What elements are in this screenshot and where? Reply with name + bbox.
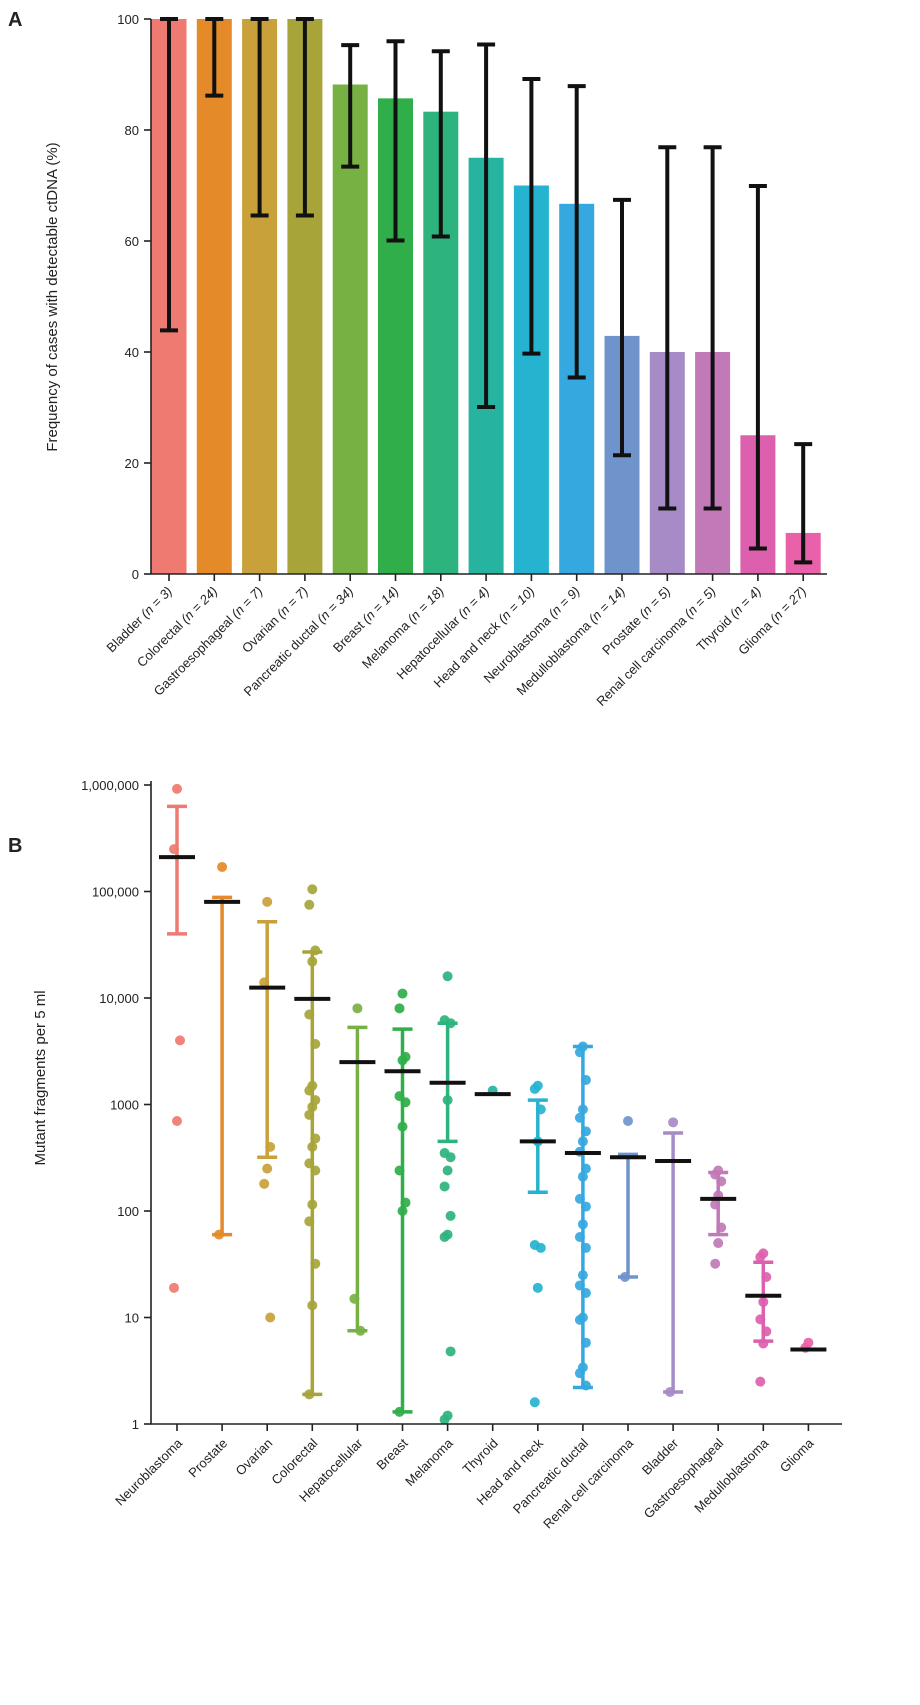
panel-b-y-axis-title: Mutant fragments per 5 ml <box>32 990 49 1165</box>
category-label-melanoma: Melanoma (n = 18) <box>359 584 447 672</box>
category-label-melanoma: Melanoma <box>402 1435 456 1489</box>
y-tick-label-1: 10 <box>125 1311 139 1326</box>
point-bladder-0 <box>668 1117 679 1128</box>
panel-b-error-bars <box>167 804 819 1414</box>
point-ovarian-3 <box>262 1163 273 1174</box>
point-colorectal-1 <box>304 899 315 910</box>
panel-a-letter: A <box>8 9 22 31</box>
y-tick-label-20: 20 <box>125 456 139 471</box>
point-neuroblastoma-3 <box>172 1115 182 1126</box>
point-melanoma-13 <box>439 1414 450 1425</box>
panel-b-mean-lines <box>159 855 827 1352</box>
point-hepatocellular-0 <box>352 1003 363 1014</box>
point-ovarian-0 <box>262 896 273 907</box>
point-medulloblastoma-7 <box>755 1376 766 1387</box>
point-neuroblastoma-2 <box>175 1035 185 1046</box>
point-ovarian-5 <box>265 1312 276 1323</box>
point-ovarian-4 <box>259 1178 270 1189</box>
point-melanoma-10 <box>439 1231 450 1242</box>
category-label-breast: Breast <box>373 1435 410 1472</box>
point-renal-cell-carcinoma-0 <box>623 1115 633 1126</box>
category-label-prostate: Prostate <box>185 1436 230 1481</box>
panel-a-category-labels: Bladder (n = 3)Colorectal (n = 24)Gastro… <box>103 584 809 709</box>
point-breast-1 <box>394 1003 405 1014</box>
y-tick-label-0: 0 <box>132 567 139 582</box>
y-tick-label-80: 80 <box>125 123 139 138</box>
point-head-and-neck-6 <box>532 1282 543 1293</box>
point-melanoma-11 <box>445 1346 456 1357</box>
point-melanoma-8 <box>445 1210 456 1221</box>
category-label-colorectal: Colorectal (n = 24) <box>134 584 220 670</box>
point-neuroblastoma-0 <box>172 783 182 794</box>
y-tick-label-100: 100 <box>117 12 139 27</box>
y-tick-label-60: 60 <box>125 234 139 249</box>
panel-a-axes: 0 20 40 60 80 100 <box>117 12 827 582</box>
y-tick-label-0: 1 <box>132 1417 139 1432</box>
point-melanoma-7 <box>439 1181 450 1192</box>
point-head-and-neck-1 <box>529 1083 540 1094</box>
category-label-bladder: Bladder <box>639 1435 682 1478</box>
panel-a-bars <box>151 19 821 575</box>
point-colorectal-0 <box>307 884 318 895</box>
bar-colorectal <box>196 19 232 574</box>
chart-panel-a: Frequency of cases with detectable ctDNA… <box>44 12 827 709</box>
y-tick-label-40: 40 <box>125 345 139 360</box>
panel-b-letter: B <box>8 835 22 857</box>
point-breast-0 <box>397 988 408 999</box>
panel-b-category-labels: Neuroblastoma Prostate OvarianColorectalHe… <box>112 1435 817 1531</box>
category-label-neuroblastoma: Neuroblastoma <box>112 1435 185 1508</box>
panel-a-y-axis-title: Frequency of cases with detectable ctDNA… <box>44 142 61 451</box>
point-prostate-0 <box>217 861 228 872</box>
point-melanoma-6 <box>442 1165 453 1176</box>
category-label-thyroid: Thyroid <box>460 1436 501 1477</box>
point-gastroesophageal-7 <box>710 1258 721 1269</box>
point-melanoma-5 <box>445 1152 456 1163</box>
point-neuroblastoma-4 <box>169 1282 179 1293</box>
y-tick-label-5: 100,000 <box>92 885 139 900</box>
point-melanoma-0 <box>442 971 453 982</box>
chart-panel-b: Mutant fragments per 5 ml 1 10 100 1000 10,0… <box>32 778 842 1531</box>
category-label-ovarian: Ovarian <box>233 1436 276 1479</box>
y-tick-label-4: 10,000 <box>99 991 139 1006</box>
category-label-gastroesophageal: Gastroesophageal <box>641 1435 727 1521</box>
point-medulloblastoma-1 <box>755 1251 766 1262</box>
y-tick-label-3: 1000 <box>110 1098 139 1113</box>
panel-b-axes: 1 10 100 1000 10,000 100,000 1,000,000 <box>81 778 842 1432</box>
y-tick-label-6: 1,000,000 <box>81 778 139 793</box>
point-head-and-neck-5 <box>535 1242 546 1253</box>
point-gastroesophageal-6 <box>713 1238 724 1249</box>
point-head-and-neck-7 <box>529 1397 540 1408</box>
category-label-glioma: Glioma <box>777 1435 817 1475</box>
category-label-renal-cell-carcinoma: Renal cell carcinoma <box>540 1435 636 1531</box>
y-tick-label-2: 100 <box>117 1204 139 1219</box>
panel-a-error-bars <box>160 17 813 565</box>
